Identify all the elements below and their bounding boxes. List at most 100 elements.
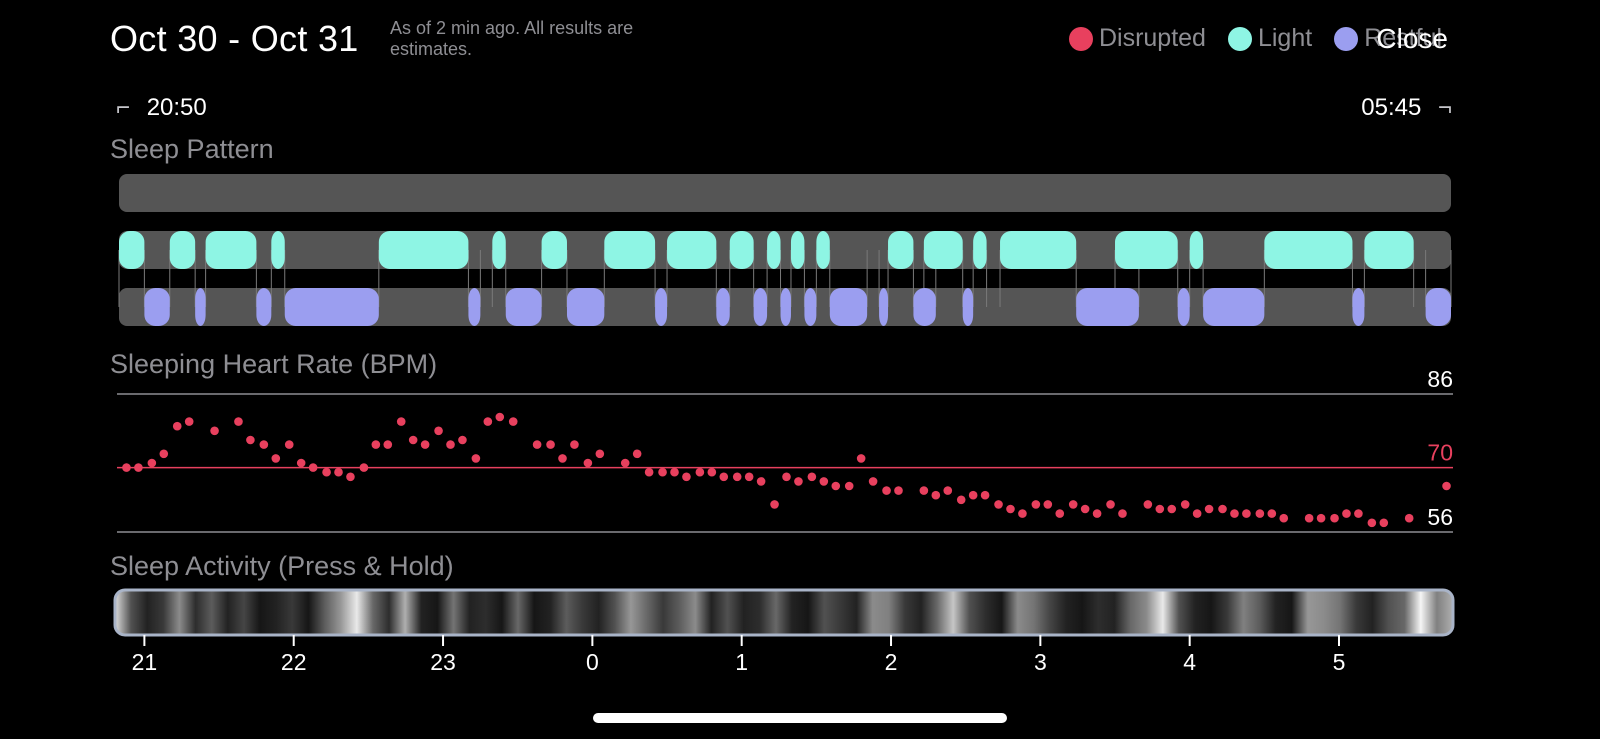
heart-rate-point (284, 440, 294, 449)
heart-rate-point (1092, 509, 1102, 518)
heart-rate-point (1267, 509, 1277, 518)
sleep-pattern-chart[interactable] (118, 174, 1452, 326)
heart-rate-point (334, 467, 343, 477)
heart-rate-point (458, 435, 467, 445)
heart-rate-point (670, 467, 679, 477)
heart-rate-point (931, 490, 941, 500)
legend: Disrupted Light Restful (1068, 24, 1442, 53)
heart-rate-point (532, 440, 542, 449)
heart-rate-point (719, 472, 729, 482)
segment-restful (913, 288, 936, 326)
segment-light (604, 231, 656, 269)
sleep-activity-heading: Sleep Activity (Press & Hold) (110, 551, 454, 581)
heart-rate-point (1080, 504, 1090, 514)
x-tick-label: 3 (1034, 649, 1047, 675)
heart-rate-point (1316, 513, 1326, 523)
heart-rate-point (695, 467, 705, 477)
segment-restful (1352, 288, 1365, 326)
heart-rate-point (943, 486, 953, 495)
heart-rate-point (1155, 504, 1165, 514)
heart-rate-point (782, 472, 791, 482)
x-tick-label: 5 (1333, 649, 1346, 675)
heart-rate-point (583, 458, 593, 468)
heart-rate-point (658, 467, 667, 477)
heart-rate-point (819, 477, 829, 486)
segment-light (1264, 231, 1353, 269)
legend-item-restful: Restful (1334, 24, 1442, 53)
heart-rate-point (794, 477, 803, 486)
heart-rate-point (1242, 509, 1251, 518)
legend-label-disrupted: Disrupted (1098, 24, 1206, 52)
last-updated-note: As of 2 min ago. All results are estimat… (390, 18, 634, 59)
heart-rate-point (434, 426, 443, 436)
segment-light (271, 231, 285, 269)
heart-rate-point (644, 467, 654, 477)
segment-restful (256, 288, 272, 326)
heart-rate-point (246, 435, 255, 445)
heart-rate-point (346, 472, 355, 482)
heart-rate-point (570, 440, 579, 449)
heart-rate-point (234, 417, 243, 426)
heart-rate-point (994, 500, 1003, 509)
legend-swatch-restful (1334, 26, 1359, 51)
segment-restful (655, 288, 668, 326)
heart-rate-point (744, 472, 754, 482)
heart-rate-point (1330, 513, 1339, 523)
heart-rate-point (770, 500, 779, 509)
x-tick-label: 21 (132, 649, 158, 675)
heart-rate-point (383, 440, 393, 449)
heart-rate-point (471, 454, 481, 463)
segment-restful (879, 288, 889, 326)
heart-rate-point (844, 481, 854, 491)
segment-restful (1203, 288, 1265, 326)
segment-light (973, 231, 987, 269)
heart-rate-point (546, 440, 555, 449)
reference-label-70: 70 (1427, 440, 1453, 466)
heart-rate-point (184, 417, 194, 426)
page-title: Oct 30 - Oct 31 (110, 18, 359, 59)
home-indicator[interactable] (593, 713, 1007, 723)
heart-rate-point (856, 454, 866, 463)
segment-restful (1177, 288, 1190, 326)
heart-rate-point (882, 486, 891, 495)
segment-restful (144, 288, 170, 326)
segment-light (1364, 231, 1414, 269)
segment-restful (1425, 288, 1451, 326)
segment-restful (468, 288, 481, 326)
heart-rate-point (259, 440, 269, 449)
x-tick-label: 2 (885, 649, 898, 675)
segment-restful (505, 288, 542, 326)
heart-rate-point (483, 417, 493, 426)
segment-light (492, 231, 506, 269)
start-bracket-icon: ⌐ (116, 94, 131, 121)
segment-light (1189, 231, 1204, 269)
lane-disrupted (119, 174, 1451, 212)
sleep-activity-chart[interactable]: 21 22 23 0 1 2 3 4 5 (113, 588, 1455, 675)
segment-restful (962, 288, 974, 326)
end-time: 05:45 ¬ (1361, 94, 1452, 122)
heart-rate-point (1354, 509, 1363, 518)
heart-rate-point (1106, 500, 1115, 509)
heart-rate-point (122, 463, 131, 472)
segment-light (169, 231, 196, 269)
heart-rate-point (732, 472, 742, 482)
reference-label-86: 86 (1427, 366, 1453, 392)
heart-rate-point (1404, 513, 1414, 523)
legend-label-restful: Restful (1364, 24, 1442, 52)
heart-rate-point (1006, 504, 1015, 514)
heart-rate-point (807, 472, 817, 482)
heart-rate-point (595, 449, 605, 459)
x-tick-label: 0 (586, 649, 599, 675)
x-tick-label: 4 (1183, 649, 1196, 675)
heart-rate-point (1068, 500, 1078, 509)
heart-rate-point (172, 421, 182, 431)
heart-rate-point (159, 449, 169, 459)
close-button[interactable]: Close (1370, 22, 1454, 56)
heart-rate-point (919, 486, 929, 495)
heart-rate-chart[interactable]: 86 70 56 (117, 366, 1453, 533)
heart-rate-point (1304, 513, 1314, 523)
heart-rate-point (308, 463, 318, 472)
segment-restful (716, 288, 730, 326)
heart-rate-point (682, 472, 691, 482)
